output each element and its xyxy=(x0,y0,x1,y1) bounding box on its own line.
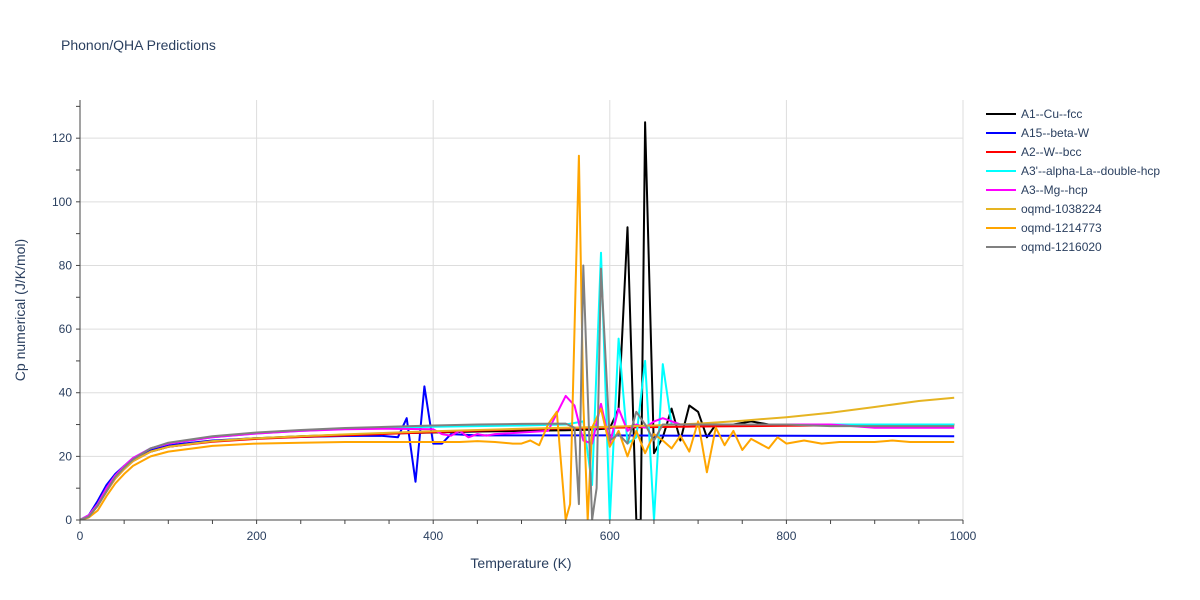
y-tick-label: 40 xyxy=(59,386,73,400)
legend-label: A2--W--bcc xyxy=(1021,145,1081,159)
legend-item-a3-mg-hcp[interactable]: A3--Mg--hcp xyxy=(986,183,1088,197)
y-tick-label: 60 xyxy=(59,322,73,336)
legend-item-oqmd-1216020[interactable]: oqmd-1216020 xyxy=(986,240,1102,254)
x-tick-label: 200 xyxy=(247,529,267,543)
legend-label: A3'--alpha-La--double-hcp xyxy=(1021,164,1160,178)
y-tick-label: 80 xyxy=(59,258,73,272)
legend-item-a3-alpha-la-double-hcp[interactable]: A3'--alpha-La--double-hcp xyxy=(986,164,1160,178)
x-tick-label: 1000 xyxy=(950,529,977,543)
x-tick-label: 800 xyxy=(776,529,796,543)
y-tick-label: 20 xyxy=(59,449,73,463)
legend-label: A1--Cu--fcc xyxy=(1021,107,1082,121)
x-tick-label: 600 xyxy=(600,529,620,543)
legend-item-a1-cu-fcc[interactable]: A1--Cu--fcc xyxy=(986,107,1082,121)
legend-label: A15--beta-W xyxy=(1021,126,1090,140)
axes: 0 200 400 600 800 1000 0 20 40 60 80 100 120 xyxy=(52,100,977,543)
legend-item-oqmd-1038224[interactable]: oqmd-1038224 xyxy=(986,202,1102,216)
x-tick-label: 400 xyxy=(423,529,443,543)
y-tick-label: 120 xyxy=(52,131,72,145)
grid xyxy=(80,100,964,520)
series-line-oqmd-1214773 xyxy=(80,154,955,520)
y-axis-title: Cp numerical (J/K/mol) xyxy=(12,239,28,381)
series-line-a2-w-bcc xyxy=(80,423,955,520)
series-line-a15-beta-w xyxy=(80,385,955,520)
y-tick-label: 0 xyxy=(65,513,72,527)
legend-item-a15-beta-w[interactable]: A15--beta-W xyxy=(986,126,1090,140)
series-line-oqmd-1216020 xyxy=(80,264,955,520)
legend-item-a2-w-bcc[interactable]: A2--W--bcc xyxy=(986,145,1081,159)
chart-title: Phonon/QHA Predictions xyxy=(61,37,216,53)
series-line-oqmd-1038224 xyxy=(80,396,955,520)
x-tick-label: 0 xyxy=(77,529,84,543)
legend-label: oqmd-1214773 xyxy=(1021,221,1102,235)
plot-area xyxy=(80,121,955,520)
legend: A1--Cu--fcc A15--beta-W A2--W--bcc A3'--alp… xyxy=(986,107,1160,254)
legend-label: oqmd-1216020 xyxy=(1021,240,1102,254)
series-line-a1-cu-fcc xyxy=(80,121,955,520)
y-tick-label: 100 xyxy=(52,195,72,209)
series-line-a3-alpha-la-double-hcp xyxy=(80,251,955,520)
x-axis-title: Temperature (K) xyxy=(470,555,571,571)
legend-label: A3--Mg--hcp xyxy=(1021,183,1088,197)
legend-item-oqmd-1214773[interactable]: oqmd-1214773 xyxy=(986,221,1102,235)
legend-label: oqmd-1038224 xyxy=(1021,202,1102,216)
